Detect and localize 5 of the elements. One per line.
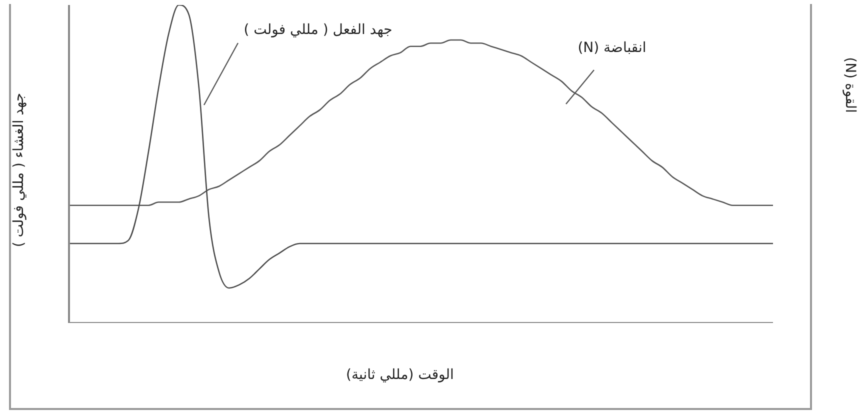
annotation: جهد الفعل ( مللي فولت ) xyxy=(244,22,392,38)
y2-axis-title: القوة (N) xyxy=(842,57,858,113)
annotation: انقباضة (N) xyxy=(578,40,646,56)
x-axis-title: الوقت (مللي ثانية) xyxy=(346,367,454,383)
y-axis-title: جهد الغشاء ( مللي فولت ) xyxy=(11,92,27,248)
